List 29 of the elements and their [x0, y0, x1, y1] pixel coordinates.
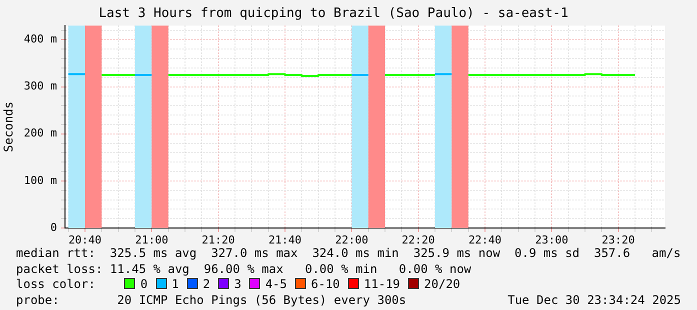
- y-tick-label: 300 m: [24, 80, 58, 93]
- legend-label: 20/20: [423, 277, 460, 291]
- x-tick-label: 21:20: [202, 233, 235, 246]
- x-tick-label: 22:40: [468, 233, 502, 246]
- text: probe: 20 ICMP Echo Pings (56 Bytes) every 300s: [16, 292, 406, 306]
- x-tick-label: 20:40: [68, 233, 102, 246]
- x-tick-label: 23:20: [602, 233, 635, 246]
- y-tick-label: 200 m: [24, 126, 58, 140]
- legend-label: 3: [233, 277, 242, 291]
- legend-label: 2: [202, 277, 210, 291]
- y-axis-title: Seconds: [1, 102, 16, 152]
- legend-label: 4-5: [264, 277, 287, 291]
- x-tick-label: 23:00: [535, 233, 568, 246]
- x-tick-label: 21:00: [135, 233, 168, 246]
- legend-label: 6-10: [310, 277, 340, 291]
- y-tick-label: 0: [50, 220, 57, 234]
- legend-label: 11-19: [362, 277, 400, 291]
- legend-title: loss color:: [16, 277, 96, 291]
- text: Tue Dec 30 23:34:24 2025: [508, 292, 681, 308]
- legend-label: 0: [139, 277, 148, 291]
- legend-label: 1: [170, 277, 179, 291]
- x-tick-label: 21:40: [268, 233, 302, 246]
- chart-title: Last 3 Hours from quicping to Brazil (Sao Paulo) - sa-east-1: [98, 6, 568, 22]
- x-tick-label: 22:00: [335, 233, 368, 246]
- x-tick-label: 22:20: [402, 233, 435, 246]
- y-tick-label: 400 m: [24, 32, 58, 46]
- text: median rtt: 325.5 ms avg 327.0 ms max 324.0 ms min 325.9 ms now 0.9 ms sd 357.6 am/s: [16, 246, 681, 262]
- y-tick-label: 100 m: [24, 174, 58, 187]
- text: packet loss: 11.45 % avg 96.00 % max 0.00 % min 0.00 % now: [16, 262, 472, 277]
